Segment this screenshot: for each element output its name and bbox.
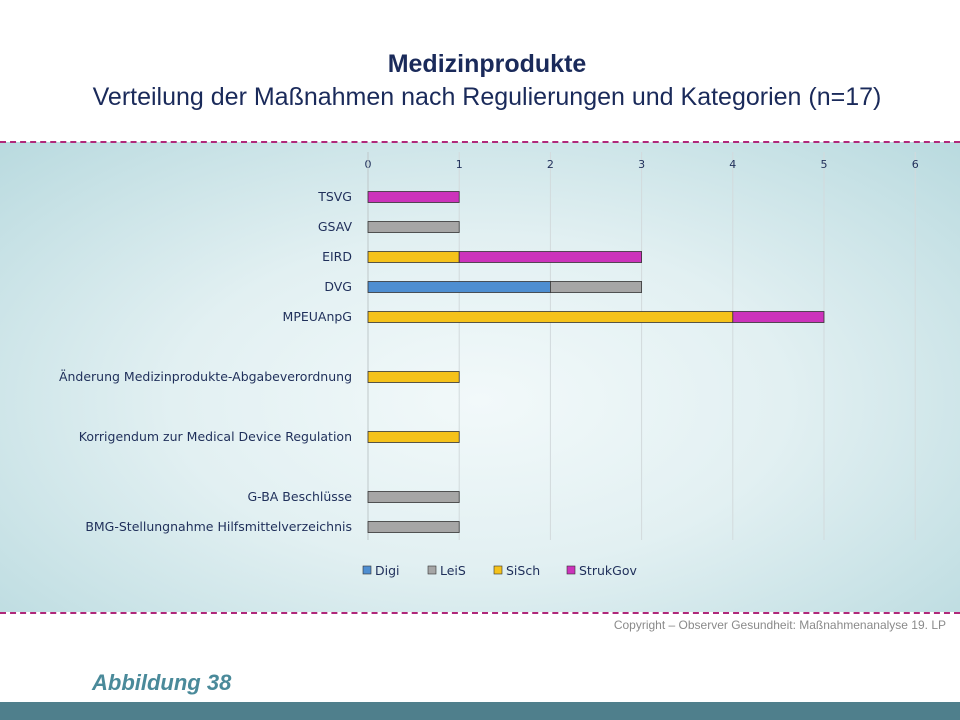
x-tick-label: 5 (821, 158, 828, 171)
bar-segment (367, 281, 551, 293)
bar-segment (550, 281, 643, 293)
bottom-divider (0, 612, 960, 614)
legend-swatch (362, 565, 372, 575)
figure-label: Abbildung 38 (92, 670, 232, 695)
bar-segment (367, 431, 460, 443)
bar-segment (367, 191, 460, 203)
bar-segment (367, 311, 734, 323)
x-tick-label: 3 (638, 158, 645, 171)
bar-segment (367, 521, 460, 533)
bar-segment (367, 221, 460, 233)
bar-segment (367, 491, 460, 503)
legend-label: StrukGov (579, 563, 637, 578)
x-tick-label: 6 (912, 158, 919, 171)
category-label: Korrigendum zur Medical Device Regulatio… (79, 429, 352, 444)
bar-segment (458, 251, 643, 263)
x-tick-label: 1 (456, 158, 463, 171)
page-subtitle: Verteilung der Maßnahmen nach Regulierun… (92, 83, 882, 111)
copyright-note: Copyright – Observer Gesundheit: Maßnahm… (613, 618, 946, 632)
legend-label: LeiS (440, 563, 466, 578)
x-tick-label: 2 (547, 158, 554, 171)
category-label: TSVG (317, 189, 352, 204)
category-label: DVG (324, 279, 352, 294)
stacked-bar-chart: 0123456TSVGGSAVEIRDDVGMPEUAnpGÄnderung M… (59, 152, 919, 578)
legend-label: Digi (375, 563, 400, 578)
legend-swatch (493, 565, 503, 575)
category-label: EIRD (322, 249, 352, 264)
chart-panel (0, 142, 960, 612)
top-divider (0, 141, 960, 143)
legend-swatch (566, 565, 576, 575)
page-title: Medizinprodukte (387, 50, 587, 78)
category-label: MPEUAnpG (283, 309, 352, 324)
legend-swatch (427, 565, 437, 575)
bar-segment (367, 371, 460, 383)
bar-segment (367, 251, 460, 263)
category-label: Änderung Medizinprodukte-Abgabeverordnun… (59, 369, 352, 384)
footer-bar (0, 702, 960, 720)
category-label: G-BA Beschlüsse (247, 489, 352, 504)
category-label: GSAV (318, 219, 353, 234)
bar-segment (732, 311, 825, 323)
x-tick-label: 4 (729, 158, 736, 171)
legend-label: SiSch (506, 563, 540, 578)
category-label: BMG-Stellungnahme Hilfsmittelverzeichnis (85, 519, 352, 534)
